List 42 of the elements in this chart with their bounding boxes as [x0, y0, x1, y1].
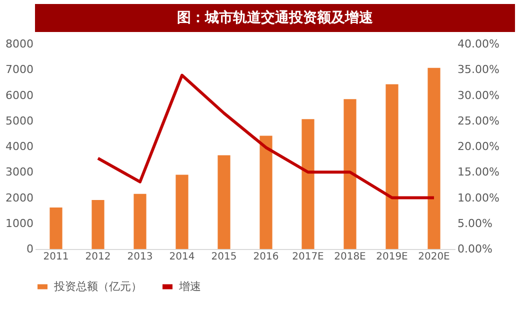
bar [260, 136, 272, 249]
y-tick-label: 7000 [6, 63, 34, 76]
y2-tick-label: 40.00% [458, 38, 500, 50]
x-tick-label: 2019E [376, 252, 408, 262]
x-tick-label: 2015 [211, 252, 237, 262]
bar [218, 155, 230, 249]
bar [50, 207, 62, 249]
y-tick-label: 3000 [6, 166, 34, 179]
bar [386, 84, 398, 249]
x-tick-label: 2012 [85, 252, 111, 262]
bar [92, 200, 104, 249]
x-tick-label: 2018E [334, 252, 366, 262]
y-tick-label: 8000 [6, 38, 34, 50]
bar [302, 119, 314, 249]
legend-label: 增速 [178, 280, 201, 293]
y-tick-label: 1000 [6, 216, 34, 230]
x-tick-label: 2016 [253, 252, 279, 262]
y-tick-label: 6000 [6, 88, 34, 102]
chart-title: 图：城市轨道交通投资额及增速 [177, 9, 374, 26]
y2-tick-label: 20.00% [458, 140, 500, 153]
y-tick-label: 5000 [6, 114, 34, 128]
legend-label: 投资总额（亿元） [53, 280, 142, 293]
y2-tick-label: 10.00% [458, 191, 500, 204]
bar [134, 194, 146, 249]
y-tick-label: 4000 [6, 140, 34, 153]
bar [344, 99, 356, 249]
x-tick-label: 2017E [292, 252, 324, 262]
y2-tick-label: 15.00% [458, 166, 500, 179]
x-tick-label: 2014 [169, 252, 195, 262]
line-series [96, 74, 436, 200]
y-tick-label: 2000 [6, 191, 34, 204]
x-tick-label: 2020E [418, 252, 450, 262]
y2-tick-label: 25.00% [458, 114, 500, 128]
y2-tick-label: 0.00% [458, 242, 492, 256]
y2-tick-label: 35.00% [458, 63, 500, 76]
bar [176, 174, 188, 249]
y-tick-label: 0 [26, 242, 34, 256]
x-tick-label: 2011 [43, 252, 69, 262]
y2-tick-label: 30.00% [458, 88, 500, 102]
x-tick-label: 2013 [127, 252, 153, 262]
y2-tick-label: 5.00% [458, 216, 492, 230]
bar [428, 68, 440, 249]
